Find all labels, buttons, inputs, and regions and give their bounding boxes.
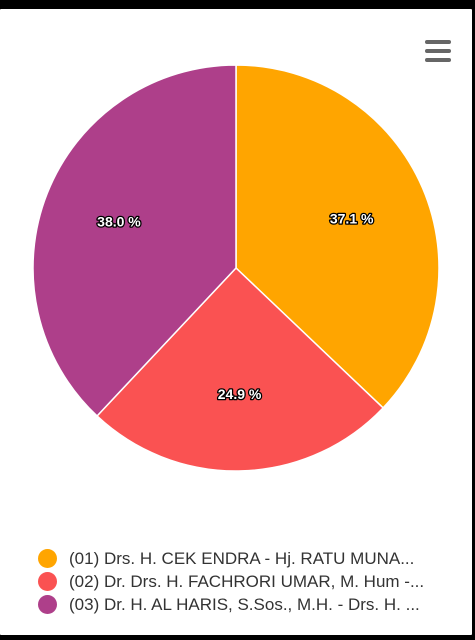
hamburger-menu-icon-bar [425,58,451,62]
pie-slices [32,64,440,472]
pie-slice-03[interactable] [32,64,237,418]
legend-marker-02 [38,572,57,591]
legend-marker-01 [38,549,57,568]
legend-item-03[interactable]: (03) Dr. H. AL HARIS, S.Sos., M.H. - Drs… [38,593,458,616]
legend-marker-03 [38,595,57,614]
pie-slice-label-03: 38.0 % [97,214,141,230]
legend-label-02: (02) Dr. Drs. H. FACHRORI UMAR, M. Hum -… [69,571,425,591]
pie-slice-label-01: 37.1 % [330,210,374,226]
legend-item-01[interactable]: (01) Drs. H. CEK ENDRA - Hj. RATU MUNA..… [38,547,458,570]
pie-slice-02[interactable] [95,266,385,472]
pie-slice-01[interactable] [235,64,440,409]
legend-item-02[interactable]: (02) Dr. Drs. H. FACHRORI UMAR, M. Hum -… [38,570,458,593]
pie-chart: 37.1 % 24.9 % 38.0 % [32,64,440,472]
hamburger-menu-icon-bar [425,40,451,44]
legend-label-01: (01) Drs. H. CEK ENDRA - Hj. RATU MUNA..… [69,548,415,568]
hamburger-menu-icon-bar [425,49,451,53]
chart-menu-button[interactable] [423,37,453,65]
chart-container: 37.1 % 24.9 % 38.0 % (01) Drs. H. CEK ENDR… [0,9,472,635]
pie-slice-label-02: 24.9 % [218,386,262,402]
pie-slice-labels: 37.1 % 24.9 % 38.0 % [96,209,375,403]
chart-legend: (01) Drs. H. CEK ENDRA - Hj. RATU MUNA..… [38,547,458,616]
legend-label-03: (03) Dr. H. AL HARIS, S.Sos., M.H. - Drs… [69,594,420,614]
